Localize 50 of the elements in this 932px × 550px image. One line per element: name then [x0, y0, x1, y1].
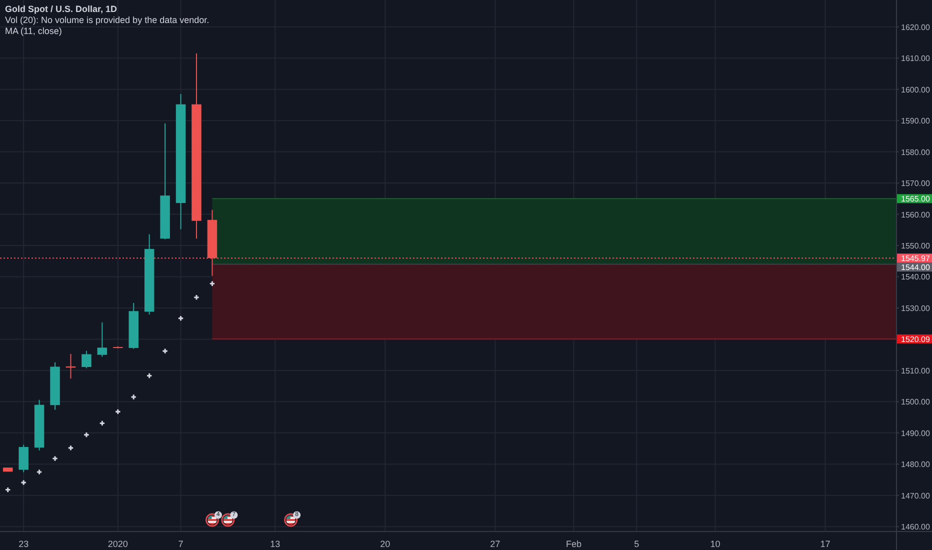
- y-tick-label: 1530.00: [901, 303, 930, 312]
- chart-title: Gold Spot / U.S. Dollar, 1D: [5, 4, 118, 14]
- x-tick-label: 2020: [108, 539, 128, 549]
- point: [52, 456, 58, 461]
- point: [84, 432, 89, 438]
- point: [162, 348, 168, 354]
- x-tick-label: 20: [380, 539, 390, 549]
- point: [210, 281, 215, 286]
- y-tick-label: 1510.00: [901, 366, 930, 375]
- y-tick-label: 1490.00: [901, 428, 930, 438]
- point: [100, 420, 104, 426]
- point: [68, 446, 74, 450]
- ref-line-label: 1565.00: [901, 194, 930, 204]
- y-tick-label: 1620.00: [901, 22, 930, 32]
- x-tick-label: 13: [270, 539, 280, 549]
- y-tick-label: 1600.00: [901, 84, 930, 94]
- point: [36, 470, 42, 474]
- x-tick-label: Feb: [566, 539, 582, 549]
- point: [21, 480, 26, 485]
- y-tick-label: 1460.00: [901, 522, 930, 532]
- y-tick-label: 1610.00: [901, 54, 930, 63]
- y-tick-label: 1560.00: [901, 210, 930, 219]
- point: [194, 295, 199, 300]
- ref-line-label: 1545.97: [901, 254, 930, 263]
- x-tick-label: 17: [820, 539, 830, 549]
- candlestick: [18, 444, 28, 473]
- y-tick-label: 1500.00: [901, 397, 930, 406]
- ref-line-label: 1544.00: [901, 262, 930, 272]
- point: [147, 373, 152, 378]
- y-tick-label: 1470.00: [901, 490, 930, 500]
- y-tick-label: 1580.00: [901, 147, 930, 156]
- point: [131, 394, 136, 400]
- y-tick-label: 1540.00: [901, 272, 930, 282]
- y-tick-label: 1480.00: [901, 460, 930, 469]
- point: [116, 409, 120, 414]
- text: MA (11, close): [5, 26, 62, 36]
- x-tick-label: 7: [178, 539, 184, 549]
- y-tick-label: 1550.00: [901, 241, 930, 250]
- x-tick-label: 5: [634, 539, 640, 549]
- candlestick: [97, 322, 108, 358]
- x-tick-label: 10: [710, 539, 720, 549]
- y-tick-label: 1590.00: [901, 116, 930, 126]
- x-tick-label: 23: [18, 539, 29, 549]
- candlestick: [82, 350, 92, 369]
- point: [6, 487, 10, 492]
- x-tick-label: 27: [490, 539, 500, 549]
- y-tick-label: 1570.00: [901, 178, 930, 188]
- annotation: Vol (20): No volume is provided by the data vendor.: [5, 15, 210, 25]
- ref-line-label: 1520.09: [901, 334, 930, 344]
- point: [178, 316, 184, 321]
